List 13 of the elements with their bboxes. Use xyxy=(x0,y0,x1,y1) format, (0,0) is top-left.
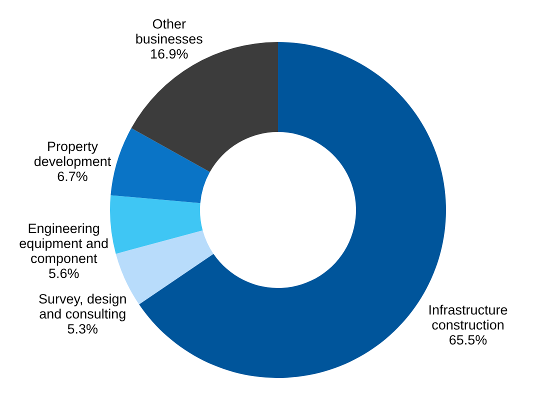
data-label: 5.6% xyxy=(48,266,80,281)
donut-slice xyxy=(110,128,210,204)
slice-label: Other businesses xyxy=(135,16,204,47)
data-label: 6.7% xyxy=(57,168,88,184)
donut-slice xyxy=(110,195,203,254)
data-label: 65.5% xyxy=(448,332,488,348)
slice-label: Property development xyxy=(34,138,112,169)
slice-label: Infrastructure construction xyxy=(428,302,508,333)
slice-label: Survey, design and consulting xyxy=(38,292,127,322)
donut-slice xyxy=(131,42,278,172)
data-label: 5.3% xyxy=(67,322,98,337)
slice-label: Engineering equipment and component xyxy=(19,220,108,266)
data-label: 16.9% xyxy=(150,46,188,62)
